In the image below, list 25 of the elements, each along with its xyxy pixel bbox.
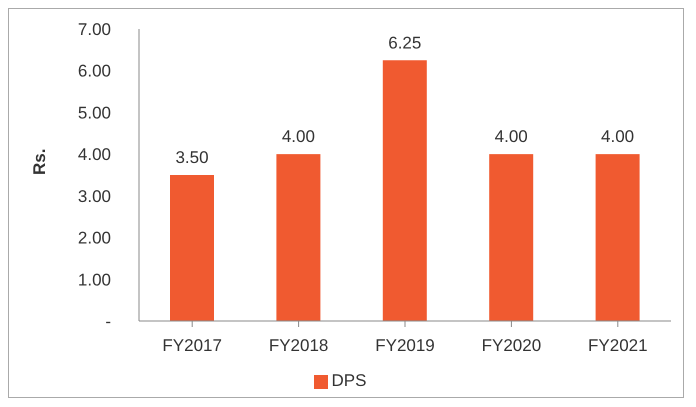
y-tick-label: 4.00: [78, 145, 111, 164]
text: 6.25: [388, 33, 422, 52]
bar: [276, 154, 320, 321]
x-tick-label: FY2021: [588, 336, 648, 356]
y-tick-label: 2.00: [78, 228, 111, 248]
bar: [596, 154, 640, 321]
x-tick-label: FY2017: [162, 336, 222, 356]
y-tick-label: 6.00: [78, 62, 111, 81]
text: 4.00: [601, 127, 634, 146]
y-tick-label: 1.00: [78, 270, 111, 290]
y-tick-label: 3.00: [78, 186, 111, 206]
y-tick-label: 7.00: [78, 20, 111, 40]
bar: [382, 60, 427, 321]
text: 4.00: [494, 127, 528, 146]
x-tick-label: FY2019: [375, 336, 435, 356]
y-tick-label: 5.00: [78, 103, 111, 122]
x-tick-label: FY2020: [482, 336, 542, 356]
text: 3.50: [175, 148, 209, 167]
x-tick-label: FY2018: [268, 336, 328, 356]
bar: [170, 175, 214, 321]
text: 4.00: [282, 127, 315, 146]
bar: [489, 154, 534, 321]
y-axis-title: Rs.: [30, 148, 50, 175]
y-tick-label: -: [105, 312, 111, 332]
legend-label: DPS: [332, 371, 366, 390]
